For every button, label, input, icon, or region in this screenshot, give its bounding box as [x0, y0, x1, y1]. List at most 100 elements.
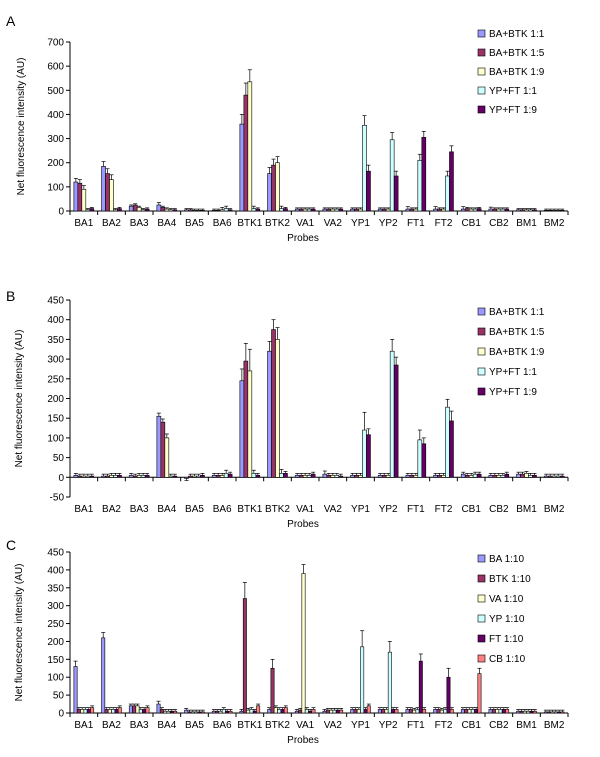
bar	[132, 475, 138, 478]
bar	[329, 709, 334, 714]
bar	[543, 209, 549, 212]
bar	[439, 709, 444, 714]
bar	[532, 710, 537, 714]
bar	[504, 208, 510, 212]
bar	[301, 573, 306, 714]
bar	[311, 709, 316, 714]
bar	[184, 209, 189, 212]
bar	[405, 475, 411, 478]
bar	[273, 707, 278, 714]
bar	[529, 710, 534, 714]
legend-label: VA 1:10	[489, 594, 524, 605]
bar	[294, 710, 299, 714]
bar	[532, 475, 537, 478]
bar	[322, 710, 327, 714]
bar	[255, 208, 261, 212]
legend-label: BA+BTK 1:5	[489, 48, 545, 59]
bar	[445, 175, 450, 212]
bar	[464, 709, 469, 714]
bar	[449, 709, 454, 714]
bar	[140, 209, 146, 212]
bar	[377, 475, 383, 478]
bar	[468, 475, 474, 478]
bar	[522, 710, 527, 714]
bar	[468, 208, 474, 212]
bar	[83, 709, 88, 714]
bar	[417, 160, 423, 212]
bar	[354, 475, 359, 478]
bar	[294, 475, 300, 478]
bar	[524, 473, 529, 478]
bar	[277, 709, 282, 714]
bar	[132, 705, 137, 714]
bar	[412, 709, 417, 714]
y-tick-label: 0	[58, 473, 64, 484]
bar	[559, 209, 565, 212]
bar	[363, 709, 368, 714]
bar	[113, 209, 118, 212]
x-tick-label: BA1	[74, 720, 93, 731]
bar	[418, 660, 423, 714]
x-tick-label: FT1	[407, 720, 425, 731]
legend-label: BA+BTK 1:9	[489, 67, 545, 78]
bar	[433, 475, 438, 478]
x-tick-label: BA1	[74, 218, 93, 229]
bar	[298, 475, 304, 478]
bar	[166, 710, 171, 714]
x-tick-label: BM2	[544, 218, 565, 229]
bar	[476, 208, 482, 212]
bar	[304, 709, 309, 714]
bar	[90, 707, 95, 714]
bar	[464, 475, 470, 478]
bar	[279, 473, 284, 478]
bar	[385, 475, 391, 478]
bar	[326, 208, 332, 212]
legend-label: BA+BTK 1:1	[489, 307, 545, 318]
bar	[441, 208, 446, 212]
bar	[500, 208, 506, 212]
bar	[551, 209, 557, 212]
bar	[460, 208, 466, 212]
bar	[298, 208, 304, 212]
bar	[89, 208, 95, 212]
bar	[239, 380, 245, 478]
y-tick-label: 400	[47, 315, 64, 326]
bar	[504, 473, 510, 478]
bar	[415, 709, 420, 714]
bar	[377, 709, 382, 714]
legend-label: BA 1:10	[489, 554, 524, 565]
legend: BA+BTK 1:1 BA+BTK 1:5 BA+BTK 1:9 YP+FT 1:1 Y…	[477, 29, 545, 116]
x-tick-label: BA5	[185, 720, 204, 731]
x-tick-label: CB1	[461, 218, 481, 229]
bar	[184, 709, 189, 714]
bar	[128, 205, 134, 212]
bar	[242, 598, 247, 714]
bar	[89, 475, 95, 478]
x-tick-label: BA6	[213, 218, 232, 229]
bar	[101, 475, 106, 478]
x-tick-label: BA6	[213, 720, 232, 731]
x-tick-label: CB2	[489, 504, 509, 515]
x-tick-label: BM1	[516, 218, 537, 229]
bar	[104, 709, 109, 714]
legend-label: YP+FT 1:1	[489, 86, 537, 97]
bar	[196, 209, 201, 212]
bar	[247, 370, 253, 478]
bar	[86, 709, 91, 714]
panel-label: A	[6, 13, 16, 29]
bar	[302, 208, 308, 212]
y-tick-label: 400	[47, 110, 64, 121]
bar	[350, 208, 355, 212]
bar	[421, 137, 427, 212]
x-tick-label: FT2	[435, 720, 453, 731]
x-tick-label: BM2	[544, 504, 565, 515]
bar	[393, 364, 399, 478]
bar	[156, 415, 162, 478]
bar	[362, 429, 367, 478]
bar	[470, 709, 475, 714]
bar	[172, 209, 178, 212]
x-tick-label: BA4	[157, 720, 176, 731]
bar	[215, 209, 221, 212]
legend-swatch	[477, 367, 486, 376]
legend-swatch	[477, 67, 486, 76]
